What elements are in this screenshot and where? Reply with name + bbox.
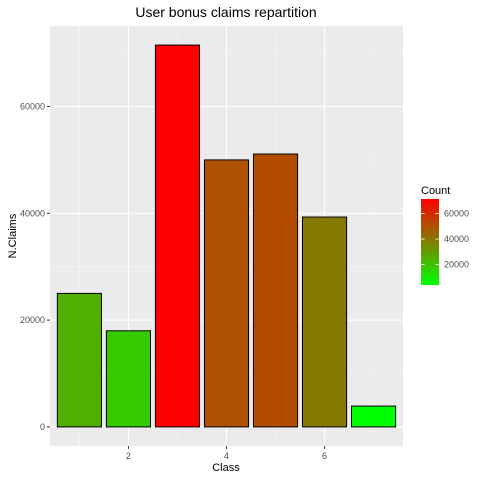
bar-class-6	[301, 216, 348, 428]
y-axis-title: N.Claims	[7, 213, 19, 258]
bar-class-7	[351, 405, 397, 428]
bar-class-3	[154, 44, 201, 428]
x-axis-ticks: 2 4 6	[126, 446, 327, 461]
x-axis-title: Class	[212, 462, 240, 474]
bar-class-2	[105, 330, 152, 428]
legend-color-bar	[421, 199, 439, 285]
bar-class-1	[56, 292, 102, 428]
y-tick-label: 40000	[20, 208, 45, 218]
x-tick-label: 2	[126, 451, 131, 461]
legend-tick-label: 60000	[444, 209, 469, 219]
bar-class-4	[203, 159, 250, 428]
x-tick-label: 4	[224, 451, 229, 461]
legend-ticks: 20000 40000 60000	[421, 209, 469, 270]
legend-tick-label: 40000	[444, 234, 469, 244]
bars	[56, 44, 397, 428]
y-axis-ticks: 0 20000 40000 60000	[20, 102, 50, 432]
legend-title: Count	[421, 185, 450, 197]
legend-tick-label: 20000	[444, 260, 469, 270]
x-tick-label: 6	[322, 451, 327, 461]
color-legend: Count 20000 40000 60000	[421, 185, 469, 285]
y-tick-label: 0	[40, 422, 45, 432]
y-tick-label: 20000	[20, 315, 45, 325]
bar-class-5	[252, 153, 299, 428]
chart-title: User bonus claims repartition	[135, 4, 316, 20]
y-tick-label: 60000	[20, 102, 45, 112]
